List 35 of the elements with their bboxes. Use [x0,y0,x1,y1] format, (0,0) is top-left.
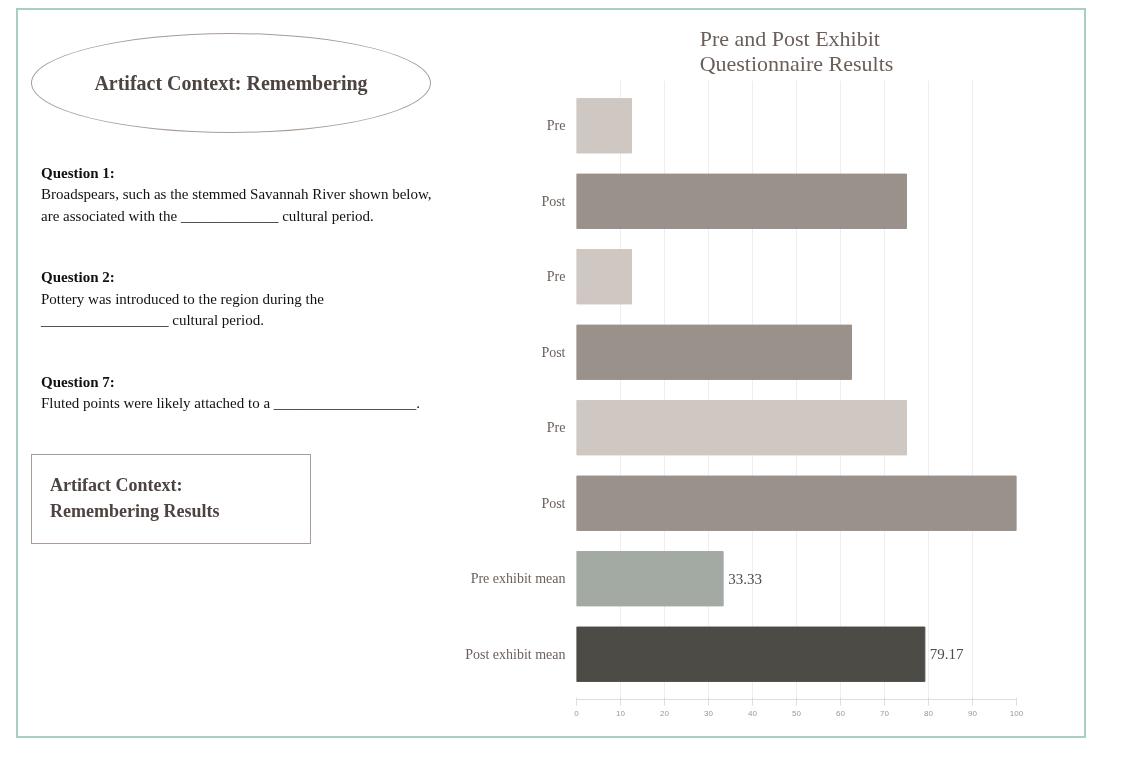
data-label: 33.33 [728,570,762,587]
bar [576,98,632,154]
text: Question 1: Broadspears, such as the stemmed Savannah River shown below, are associated with the _____________ cultural period. [41,164,433,226]
y-tick-label: Pre [546,118,566,134]
y-tick-label: Pre exhibit mean [470,571,566,587]
bar [576,551,724,607]
x-tick-label: 50 [792,708,802,718]
x-tick-label: 0 [574,708,580,718]
bar [576,173,907,229]
bar [576,400,907,456]
bar [576,626,926,682]
x-tick-label: 90 [968,708,978,718]
data-label: 79.17 [929,646,965,663]
x-tick-label: 100 [1009,708,1024,718]
y-tick-label: Post [541,193,566,209]
text: Artifact Context: Remembering [31,33,431,133]
chart-title: Pre and Post Exhibit Questionnaire Results [699,25,894,76]
bar [576,475,1017,531]
y-tick-label: Pre [546,269,566,285]
x-tick-label: 60 [836,708,846,718]
text: Artifact Context: Remembering Results [31,454,311,544]
text: Question 2: Pottery was introduced to the region during the _________________ cultural period. [41,268,325,331]
bar [576,324,852,380]
x-tick-label: 70 [880,708,890,718]
x-tick-label: 40 [748,708,758,718]
x-tick-label: 10 [616,708,626,718]
y-tick-label: Post [541,495,566,511]
x-tick-label: 30 [704,708,714,718]
x-tick-label: 80 [924,708,934,718]
y-tick-label: Post exhibit mean [465,646,566,662]
text: Question 7: Fluted points were likely attached to a ___________________. [41,372,422,413]
bar [576,249,632,305]
x-tick-label: 20 [660,708,670,718]
y-tick-label: Pre [546,420,566,436]
y-tick-label: Post [541,344,566,360]
